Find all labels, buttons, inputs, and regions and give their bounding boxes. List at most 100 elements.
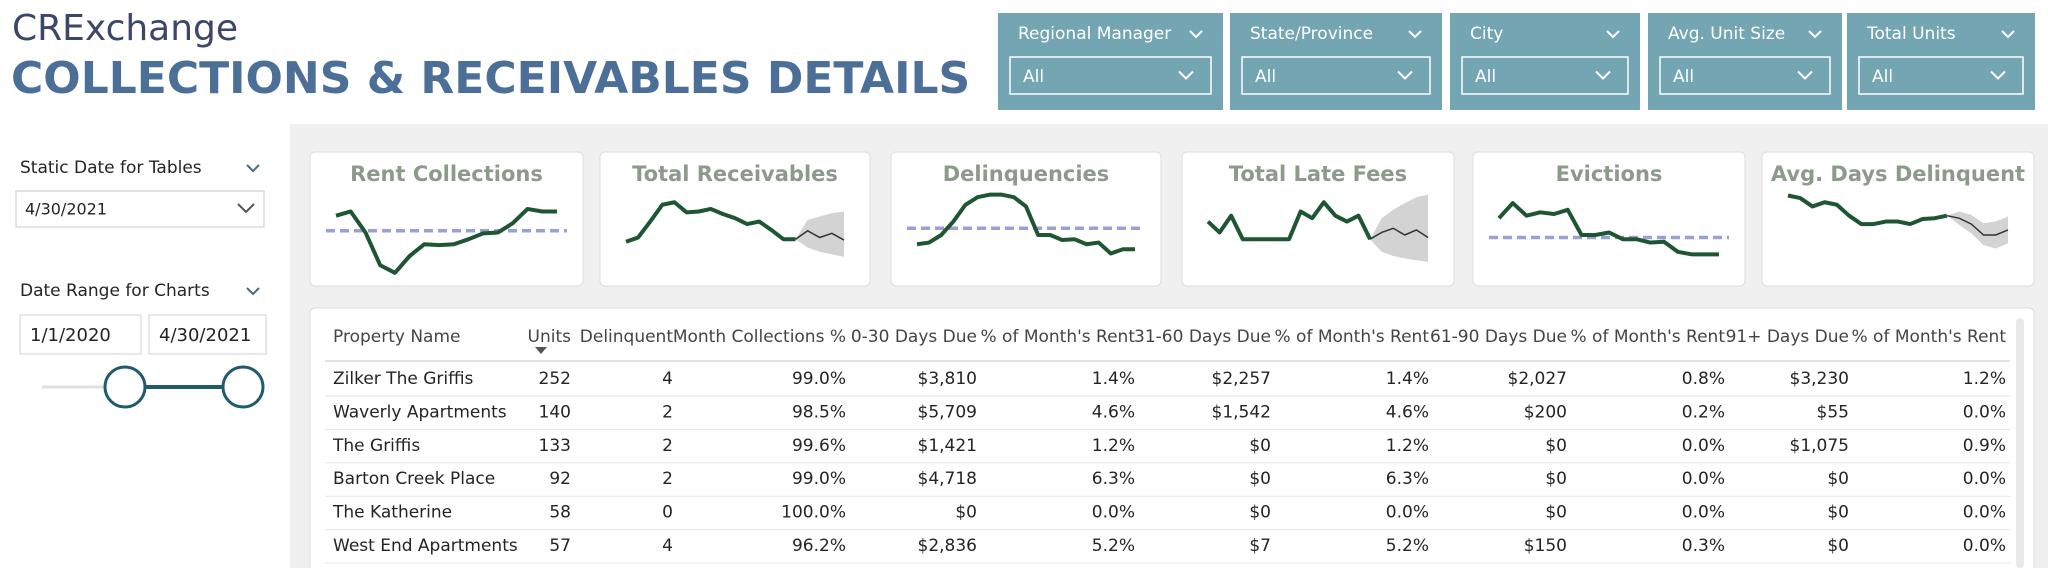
table-cell: 1.2% bbox=[1963, 369, 2006, 389]
table-cell: 57 bbox=[549, 536, 571, 556]
forecast-line bbox=[795, 229, 845, 241]
table-cell: $0 bbox=[1827, 536, 1849, 556]
table-cell: $150 bbox=[1524, 536, 1567, 556]
table-cell: 5.2% bbox=[1386, 536, 1429, 556]
filter-dropdown[interactable] bbox=[1009, 56, 1212, 95]
static-date-dropdown[interactable] bbox=[15, 190, 265, 228]
filter-value: All bbox=[1023, 67, 1044, 87]
filter-label: Regional Manager bbox=[1018, 24, 1171, 44]
table-cell: 0.0% bbox=[1963, 402, 2006, 422]
page-title: COLLECTIONS & RECEIVABLES DETAILS bbox=[11, 53, 970, 104]
table-cell: $1,421 bbox=[918, 436, 977, 456]
forecast-band bbox=[1370, 194, 1428, 262]
date-start: 1/1/2020 bbox=[30, 325, 111, 346]
filter-value: All bbox=[1673, 67, 1694, 87]
kpi-title: Avg. Days Delinquent bbox=[1771, 162, 2025, 186]
table-cell: $200 bbox=[1524, 402, 1567, 422]
table-cell: 140 bbox=[539, 402, 571, 422]
sparkline bbox=[625, 200, 796, 244]
sparkline bbox=[1787, 193, 1948, 227]
table-cell: $4,718 bbox=[918, 469, 977, 489]
table-cell: 4.6% bbox=[1092, 402, 1135, 422]
forecast-band bbox=[795, 211, 844, 257]
filter-label: Total Units bbox=[1866, 24, 1956, 44]
table-cell: $0 bbox=[1827, 469, 1849, 489]
slider-handle[interactable] bbox=[221, 365, 265, 409]
filter-dropdown[interactable] bbox=[1659, 56, 1831, 95]
kpi-card bbox=[1761, 151, 2035, 287]
column-header[interactable]: 31-60 Days Due bbox=[1134, 327, 1271, 347]
sparkline bbox=[1206, 200, 1372, 242]
kpi-title: Rent Collections bbox=[350, 162, 543, 186]
scrollbar[interactable] bbox=[2016, 318, 2024, 568]
table-cell: 1.2% bbox=[1386, 436, 1429, 456]
table-cell: $0 bbox=[1827, 503, 1849, 523]
table-cell: 0.3% bbox=[1682, 536, 1725, 556]
date-range-label: Date Range for Charts bbox=[20, 281, 210, 301]
column-header[interactable]: % of Month's Rent bbox=[1570, 327, 1725, 347]
sparkline bbox=[1497, 201, 1719, 257]
table-cell: $3,810 bbox=[918, 369, 977, 389]
table-cell: $0 bbox=[1545, 503, 1567, 523]
table-cell: 99.0% bbox=[792, 469, 846, 489]
table-cell: 0.2% bbox=[1682, 402, 1725, 422]
chevron bbox=[246, 287, 260, 296]
chevron bbox=[1606, 30, 1620, 39]
kpi-card bbox=[309, 151, 584, 287]
forecast-line bbox=[1369, 227, 1429, 240]
table-cell: 0.9% bbox=[1963, 436, 2006, 456]
table-cell: 0 bbox=[662, 503, 673, 523]
table-cell: 6.3% bbox=[1386, 469, 1429, 489]
filter-dropdown[interactable] bbox=[1461, 56, 1629, 95]
table-cell: 99.0% bbox=[792, 369, 846, 389]
column-header[interactable]: % of Month's Rent bbox=[1274, 327, 1429, 347]
chevron bbox=[1189, 30, 1203, 39]
table-cell: 100.0% bbox=[781, 503, 846, 523]
slider-handle[interactable] bbox=[103, 365, 147, 409]
filter-dropdown[interactable] bbox=[1241, 56, 1431, 95]
table-cell: West End Apartments bbox=[333, 536, 518, 556]
column-header[interactable]: Month Collections % bbox=[673, 327, 846, 347]
table-cell: 0.0% bbox=[1682, 503, 1725, 523]
chevron bbox=[1990, 70, 2006, 80]
table-cell: 99.6% bbox=[792, 436, 846, 456]
table-cell: 0.0% bbox=[1963, 503, 2006, 523]
static-date-value: 4/30/2021 bbox=[25, 200, 107, 219]
table-cell: The Katherine bbox=[332, 503, 452, 523]
filter-dropdown[interactable] bbox=[1858, 56, 2024, 95]
forecast-line bbox=[1946, 214, 2009, 236]
chevron bbox=[1595, 70, 1611, 80]
kpi-title: Total Late Fees bbox=[1229, 162, 1407, 186]
table-cell: 0.0% bbox=[1386, 503, 1429, 523]
chevron bbox=[246, 164, 260, 173]
filter-label: State/Province bbox=[1250, 24, 1373, 44]
table-cell: 98.5% bbox=[792, 402, 846, 422]
column-header[interactable]: % of Month's Rent bbox=[980, 327, 1135, 347]
table-cell: $2,257 bbox=[1212, 369, 1271, 389]
table-cell: $5,709 bbox=[918, 402, 977, 422]
table-cell: 0.0% bbox=[1963, 469, 2006, 489]
sparkline bbox=[916, 192, 1135, 256]
column-header[interactable]: 0-30 Days Due bbox=[851, 327, 977, 347]
table-cell: Waverly Apartments bbox=[333, 402, 507, 422]
table-cell: 133 bbox=[539, 436, 571, 456]
table-cell: 2 bbox=[662, 469, 673, 489]
column-header[interactable]: Units bbox=[528, 327, 572, 347]
date-start-box[interactable] bbox=[19, 314, 142, 355]
table-cell: 0.8% bbox=[1682, 369, 1725, 389]
table-cell: 0.0% bbox=[1682, 469, 1725, 489]
date-end-box[interactable] bbox=[148, 314, 267, 355]
column-header[interactable]: Property Name bbox=[333, 327, 461, 347]
sparkline bbox=[335, 206, 557, 275]
table-cell: 2 bbox=[662, 436, 673, 456]
column-header[interactable]: % of Month's Rent bbox=[1851, 327, 2006, 347]
table-cell: Barton Creek Place bbox=[333, 469, 495, 489]
column-header[interactable]: Delinquent bbox=[580, 327, 674, 347]
column-header[interactable]: 91+ Days Due bbox=[1726, 327, 1849, 347]
table-cell: Zilker The Griffis bbox=[333, 369, 474, 389]
chevron bbox=[1178, 70, 1194, 80]
table-cell: 252 bbox=[539, 369, 571, 389]
table-cell: 0.0% bbox=[1092, 503, 1135, 523]
column-header[interactable]: 61-90 Days Due bbox=[1430, 327, 1567, 347]
